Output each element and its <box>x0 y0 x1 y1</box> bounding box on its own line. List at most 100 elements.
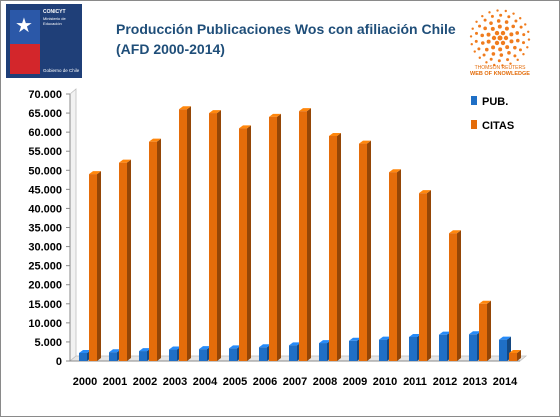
legend-swatch <box>471 96 477 105</box>
bar-top <box>179 106 191 110</box>
logo-dot <box>526 46 529 49</box>
logo-dot <box>514 19 518 23</box>
logo-dot <box>504 9 507 13</box>
logo-dot <box>497 24 502 29</box>
x-tick-label: 2000 <box>73 376 97 388</box>
logo-dot <box>504 20 509 24</box>
bar <box>139 351 147 361</box>
bar <box>229 348 237 361</box>
bar-top <box>209 110 221 114</box>
bar <box>89 174 97 361</box>
bar-top <box>289 342 301 346</box>
logo-dot <box>490 14 494 18</box>
bar <box>299 111 307 362</box>
web-of-knowledge-logo-company: THOMSON REUTERS <box>474 65 526 71</box>
y-tick-label: 55.000 <box>28 146 62 158</box>
bar <box>179 109 187 361</box>
logo-dot <box>474 39 478 43</box>
logo-dot <box>499 13 503 17</box>
logo-dot <box>500 40 506 46</box>
logo-dot <box>491 35 497 41</box>
flag-red-field <box>10 44 40 74</box>
logo-dot <box>494 30 500 36</box>
bar <box>149 141 157 361</box>
bar-top <box>469 331 481 335</box>
chart-side-wall <box>69 88 77 362</box>
bar-top <box>269 113 281 117</box>
x-tick-label: 2008 <box>313 376 337 388</box>
bar-top <box>499 336 511 340</box>
bar-top <box>239 125 251 129</box>
bar <box>499 339 507 361</box>
logo-dot <box>499 53 504 57</box>
logo-dot <box>515 38 520 43</box>
logo-dot <box>483 18 487 22</box>
bar-side <box>487 300 491 361</box>
bar <box>79 352 87 361</box>
conicyt-logo-ministry: Ministerio de Educación <box>43 16 66 26</box>
logo-dot <box>474 31 478 35</box>
bar <box>349 340 357 361</box>
bar-top <box>319 340 331 344</box>
y-tick-label: 30.000 <box>28 242 62 254</box>
bar-side <box>277 113 281 361</box>
web-of-knowledge-logo <box>469 9 531 67</box>
bar-side <box>247 125 251 361</box>
logo-dot <box>507 15 511 19</box>
bar-side <box>427 190 431 361</box>
logo-dot <box>483 26 487 31</box>
logo-dot <box>506 58 510 62</box>
bar-top <box>119 159 131 163</box>
logo-dot <box>469 35 473 38</box>
x-tick-label: 2004 <box>193 376 218 388</box>
bar-top <box>409 333 421 337</box>
bar-top <box>259 344 271 348</box>
bar <box>379 339 387 361</box>
web-of-knowledge-logo-product: WEB OF KNOWLEDGE <box>470 71 530 77</box>
logo-dot <box>494 40 500 46</box>
logo-dot <box>473 50 476 53</box>
y-tick-label: 65.000 <box>28 108 62 120</box>
bar-side <box>367 140 371 361</box>
bar <box>199 349 207 361</box>
bar <box>509 352 517 361</box>
logo-dot <box>519 25 523 29</box>
flag-blue-field <box>10 10 40 44</box>
logo-dot <box>503 35 509 41</box>
x-tick-label: 2012 <box>433 376 457 388</box>
bar <box>289 345 297 361</box>
bar-top <box>449 230 461 234</box>
x-tick-label: 2009 <box>343 376 367 388</box>
logo-dot <box>527 30 530 33</box>
bar-top <box>439 331 451 335</box>
y-tick-label: 5.000 <box>34 337 62 349</box>
bar-side <box>127 159 131 361</box>
logo-dot <box>491 45 496 50</box>
y-tick-label: 50.000 <box>28 165 62 177</box>
bar <box>449 233 457 361</box>
logo-dot <box>485 61 488 64</box>
legend-label: PUB. <box>482 96 508 108</box>
x-tick-label: 2003 <box>163 376 187 388</box>
bar-top <box>229 345 241 349</box>
logo-dot <box>486 39 491 44</box>
bar-top <box>479 300 491 304</box>
bar <box>359 143 367 361</box>
bar <box>479 303 487 361</box>
bar <box>209 113 217 361</box>
bar-side <box>97 171 101 361</box>
y-tick-label: 70.000 <box>28 89 62 101</box>
logo-dot <box>507 51 511 55</box>
logo-dot <box>480 41 485 45</box>
bar <box>119 162 127 361</box>
logo-dot <box>522 41 526 45</box>
x-tick-label: 2002 <box>133 376 157 388</box>
logo-dot <box>491 52 496 56</box>
bar-top <box>79 349 91 353</box>
logo-dot <box>513 54 517 58</box>
chart-subtitle: (AFD 2000-2014) <box>116 41 225 57</box>
bar <box>329 135 337 361</box>
logo-dot <box>527 38 531 41</box>
logo-dot <box>509 39 514 44</box>
x-tick-label: 2010 <box>373 376 397 388</box>
